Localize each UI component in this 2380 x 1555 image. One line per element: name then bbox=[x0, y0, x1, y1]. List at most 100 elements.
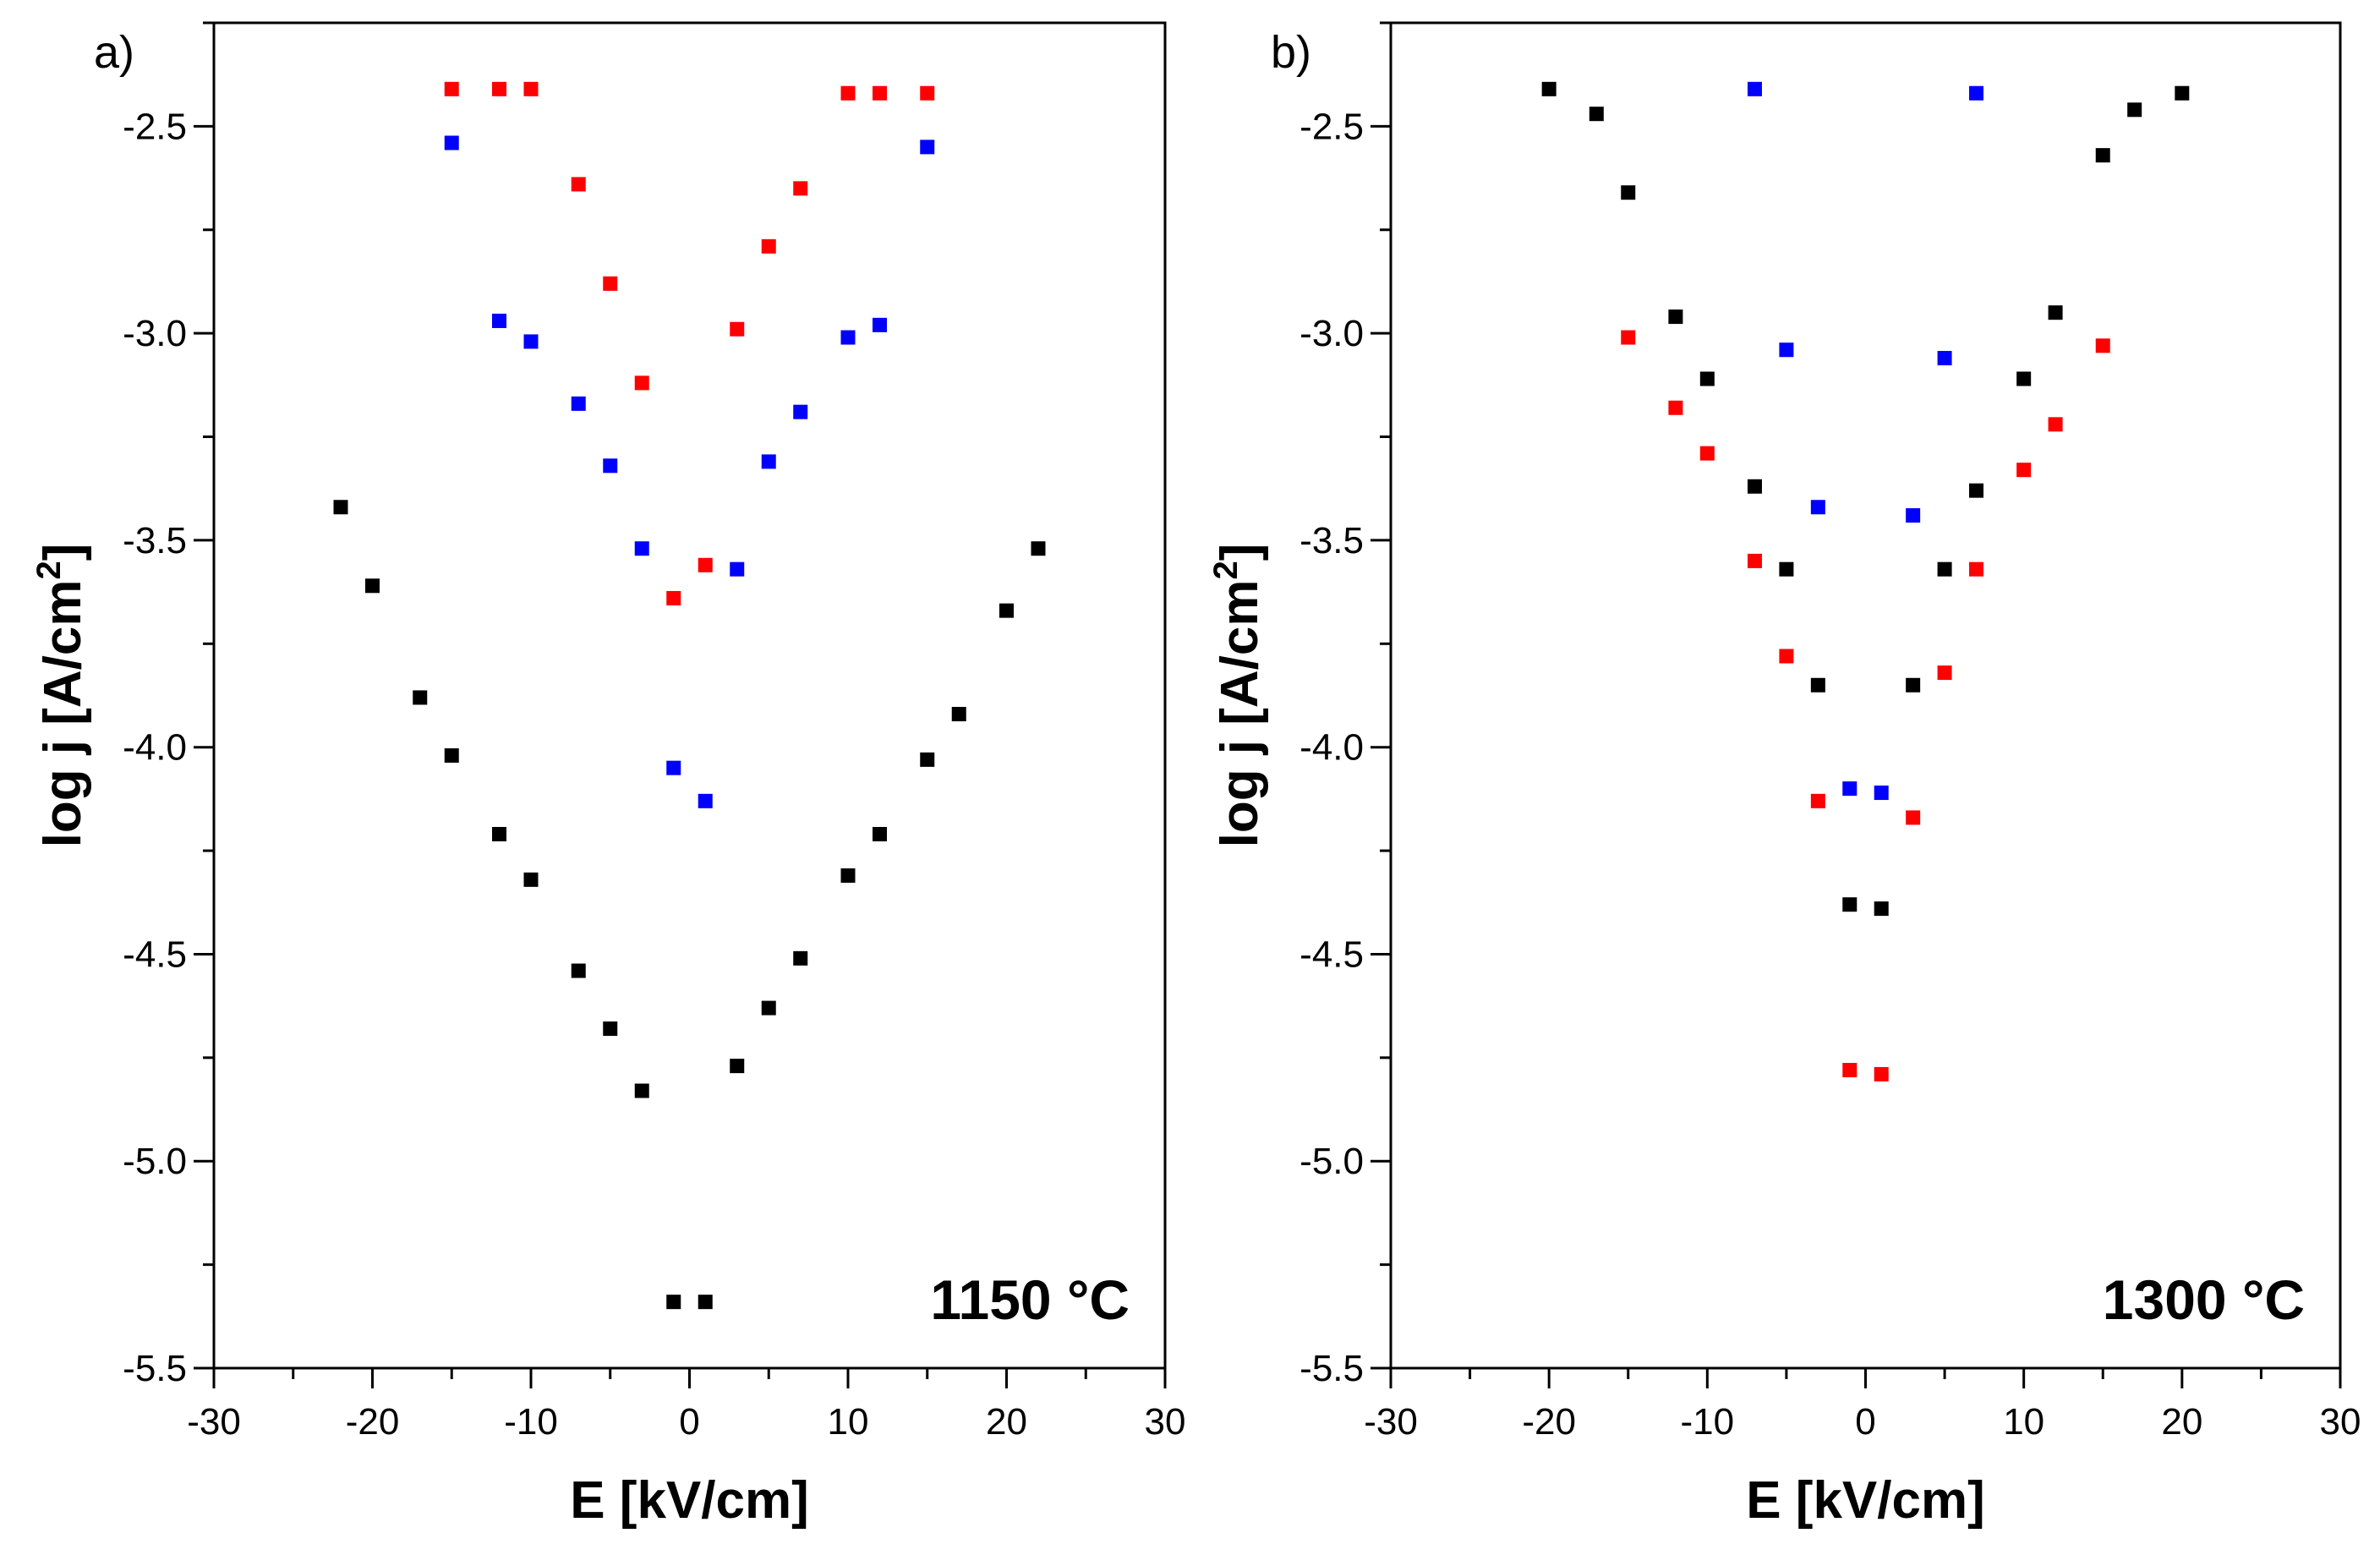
panel-b: -30 -20 -10 0 10 20 30 -5.5 -5.0 -4.5 -4.0 -3.5 -3.0… bbox=[1207, 21, 2361, 1530]
y-tick-label: -3.0 bbox=[123, 313, 187, 354]
data-point bbox=[730, 561, 745, 577]
data-point bbox=[571, 396, 586, 411]
data-point bbox=[761, 1000, 776, 1016]
data-point bbox=[1589, 107, 1604, 122]
data-point bbox=[1937, 561, 1952, 577]
data-point bbox=[492, 313, 506, 328]
data-point bbox=[571, 177, 586, 192]
data-point bbox=[413, 690, 428, 705]
data-point bbox=[444, 135, 459, 151]
y-axis-title-text: log j [A/cm bbox=[34, 580, 92, 848]
x-tick-label: 10 bbox=[828, 1401, 869, 1443]
data-point bbox=[523, 334, 539, 349]
data-point bbox=[444, 747, 459, 763]
data-point bbox=[2048, 305, 2063, 320]
data-point bbox=[492, 81, 506, 96]
data-point bbox=[793, 181, 808, 196]
data-point bbox=[492, 826, 506, 841]
x-axis-title: E [kV/cm] bbox=[570, 1471, 809, 1530]
data-point bbox=[1031, 541, 1046, 556]
y-axis-title-superscript: 2 bbox=[30, 561, 68, 579]
x-tick-label: -10 bbox=[504, 1401, 558, 1443]
data-point bbox=[793, 950, 808, 966]
data-point bbox=[1621, 185, 1636, 200]
panel-label: a) bbox=[94, 27, 134, 78]
data-point bbox=[2048, 417, 2063, 432]
data-point bbox=[920, 85, 935, 101]
y-tick-label: -4.5 bbox=[1299, 934, 1364, 975]
y-axis-title-end: ] bbox=[34, 544, 92, 561]
data-point bbox=[1747, 479, 1762, 494]
data-point bbox=[634, 541, 649, 556]
y-tick-label: -5.0 bbox=[123, 1141, 187, 1182]
x-tick-label: 20 bbox=[986, 1401, 1027, 1443]
data-point bbox=[698, 557, 713, 572]
y-tick-label: -5.5 bbox=[123, 1348, 187, 1389]
y-axis-title-superscript: 2 bbox=[1207, 561, 1245, 579]
y-tick-label: -3.5 bbox=[123, 520, 187, 561]
data-point bbox=[920, 752, 935, 767]
y-tick-label: -4.0 bbox=[123, 727, 187, 769]
plot-frame bbox=[212, 21, 1167, 1370]
x-tick-label: 0 bbox=[679, 1401, 699, 1443]
data-point bbox=[1621, 330, 1636, 345]
data-point bbox=[1779, 342, 1794, 358]
data-point bbox=[333, 500, 348, 515]
data-point bbox=[1668, 309, 1683, 325]
y-tick-label: -5.0 bbox=[1299, 1141, 1364, 1182]
temperature-annotation: 1150 °C bbox=[930, 1268, 1130, 1331]
data-point bbox=[666, 1295, 681, 1310]
data-point bbox=[365, 578, 380, 594]
data-series bbox=[444, 81, 935, 605]
plot-frame bbox=[1389, 21, 2342, 1370]
data-point bbox=[873, 317, 887, 332]
data-point bbox=[1810, 793, 1825, 808]
y-tick-label: -2.5 bbox=[1299, 106, 1364, 147]
data-point bbox=[603, 458, 618, 474]
data-point bbox=[1874, 1066, 1889, 1081]
data-point bbox=[603, 1021, 618, 1037]
data-series bbox=[1621, 330, 2110, 1081]
data-point bbox=[2016, 463, 2032, 478]
data-point bbox=[1747, 553, 1762, 568]
data-point bbox=[2095, 148, 2110, 163]
x-tick-label: 10 bbox=[2003, 1401, 2044, 1443]
data-point bbox=[951, 707, 966, 722]
x-tick-label: -20 bbox=[1522, 1401, 1576, 1443]
data-point bbox=[1874, 901, 1889, 917]
data-point bbox=[2127, 102, 2142, 118]
temperature-annotation: 1300 °C bbox=[2103, 1268, 2305, 1331]
data-point bbox=[730, 321, 745, 337]
data-point bbox=[1906, 677, 1921, 693]
data-point bbox=[1810, 500, 1825, 515]
data-point bbox=[1810, 677, 1825, 693]
data-point bbox=[1969, 85, 1984, 101]
y-tick-label: -2.5 bbox=[123, 106, 187, 147]
y-tick-label: -4.5 bbox=[123, 934, 187, 975]
y-axis-title-end: ] bbox=[1211, 544, 1269, 561]
data-point bbox=[1842, 1063, 1857, 1078]
data-point bbox=[1874, 786, 1889, 801]
data-series bbox=[444, 135, 935, 808]
data-series bbox=[1541, 81, 2190, 917]
x-tick-label: -10 bbox=[1681, 1401, 1735, 1443]
y-tick-label: -3.5 bbox=[1299, 520, 1364, 561]
x-tick-label: 30 bbox=[1145, 1401, 1186, 1443]
data-point bbox=[698, 1295, 713, 1310]
data-point bbox=[523, 872, 539, 887]
x-tick-label: 0 bbox=[1855, 1401, 1875, 1443]
panel-a: -30 -20 -10 0 10 20 30 -5.5 -5.0 -4.5 -4.0 -3.5 -3.0… bbox=[30, 21, 1186, 1530]
data-point bbox=[1906, 508, 1921, 523]
data-point bbox=[634, 375, 649, 391]
data-point bbox=[571, 963, 586, 978]
data-point bbox=[1969, 561, 1984, 577]
y-axis-title: log j [A/cm2] bbox=[30, 544, 92, 848]
data-point bbox=[1937, 351, 1952, 366]
x-tick-label: 30 bbox=[2320, 1401, 2361, 1443]
data-point bbox=[523, 81, 539, 96]
data-point bbox=[603, 276, 618, 291]
x-tick-label: 20 bbox=[2161, 1401, 2202, 1443]
data-point bbox=[873, 85, 887, 101]
data-point bbox=[2175, 85, 2190, 101]
data-point bbox=[666, 760, 681, 775]
